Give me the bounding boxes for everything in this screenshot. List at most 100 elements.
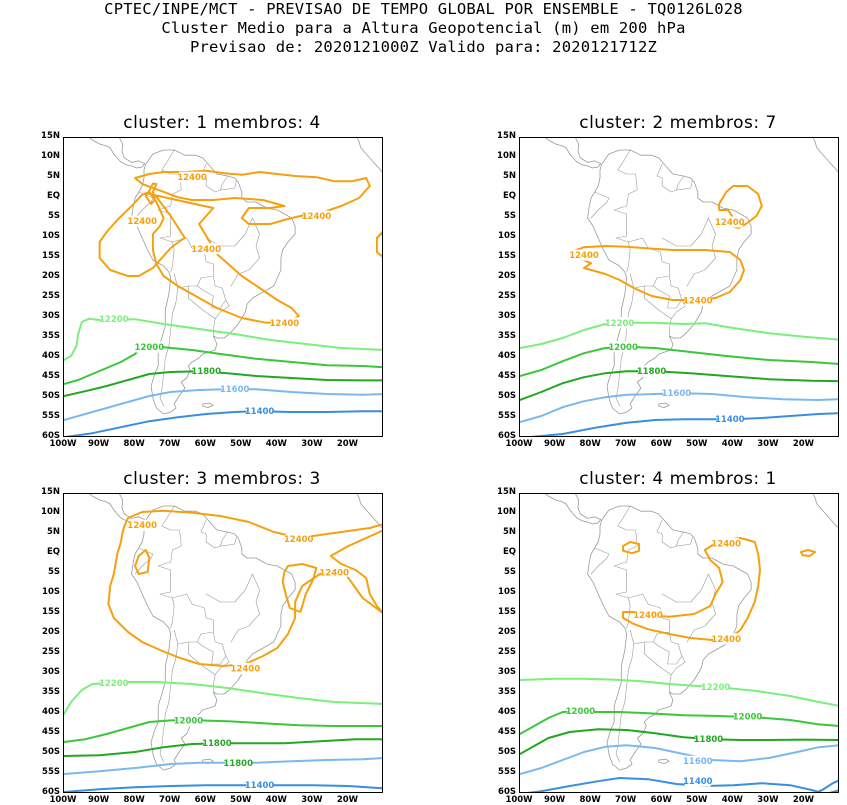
country-border [613,149,638,273]
contour-label-background [203,737,230,749]
contour-line-12400 [622,541,641,555]
map-svg: 12400 12400 12400 12200 12000 12000 11800 11600… [520,494,838,792]
lon-tick-label: 20W [336,439,359,449]
lat-tick-label: 5N [502,527,516,537]
panel-title: cluster: 2 membros: 7 [579,113,777,133]
contour-line-12400 [572,245,745,301]
contour-label-background [285,533,312,545]
country-border [656,519,693,549]
contour-label-background [225,757,252,769]
lat-tick-label: 15S [498,251,516,261]
country-border [661,573,709,603]
contour-label-background [684,775,711,787]
lat-tick-label: 25S [498,647,516,657]
lat-tick-label: EQ [502,547,516,557]
country-border [676,531,684,547]
header-line-2: Cluster Medio para a Altura Geopotencial… [161,19,686,37]
coastline-africa [812,494,838,529]
lon-tick-label: 40W [265,439,287,449]
contour-label: 12000 [608,343,638,353]
lon-tick-label: 90W [87,439,110,449]
coastline-island [658,758,670,764]
country-border [590,547,610,575]
coastline-south-america [587,505,752,771]
contour-line-12200 [64,681,382,715]
contour-label: 11600 [662,389,692,399]
contour-label-background [638,365,665,377]
contour-label: 11800 [191,367,221,377]
lat-tick-label: 50S [498,391,516,401]
lat-tick-label: 20S [498,627,516,637]
lat-tick-label: 30S [42,667,60,677]
contour-label: 12400 [683,296,713,306]
lon-tick-label: 70W [159,795,181,805]
lat-tick-label: 35S [42,331,60,341]
lon-tick-label: 90W [543,795,566,805]
contour-label-background [129,215,156,227]
lat-tick-label: 5N [502,171,516,181]
lat-tick-label: 55S [498,411,516,421]
lon-tick-label: 30W [301,439,323,449]
country-border [615,643,635,763]
contour-line-12400 [134,169,371,225]
panel-title: cluster: 4 membros: 1 [579,469,777,489]
lat-tick-label: 15S [498,607,516,617]
lon-tick-label: 80W [123,795,145,805]
lat-tick-label: 5S [47,211,60,221]
lon-tick-label: 80W [579,439,601,449]
lat-tick-label: 55S [42,767,60,777]
country-border [159,643,179,763]
country-border [157,149,182,273]
contour-label: 12400 [177,173,207,183]
country-border [628,237,670,289]
country-border [656,163,693,193]
contour-label: 12000 [135,343,165,353]
country-border [590,191,610,219]
contour-label: 11800 [637,367,667,377]
lat-tick-label: 10N [41,151,60,161]
lat-tick-label: 15S [42,607,60,617]
lat-tick-label: 45S [498,371,516,381]
lat-tick-label: 15S [42,251,60,261]
map-svg: 12400 12400 12400 12400 12400 12200 12000 11800… [64,138,382,436]
map-svg: 12400 12400 12400 12200 12000 11800 11600 11400 [520,138,838,436]
lon-tick-label: 70W [615,439,637,449]
map-frame: 12400 12400 12400 12400 12400 12200 12000 11800… [63,137,383,437]
lat-tick-label: 40S [498,707,516,717]
lat-tick-label: 30S [42,311,60,321]
coastline-island [202,402,214,408]
contour-label-background [271,317,298,329]
panel-title: cluster: 1 membros: 4 [123,113,321,133]
lat-tick-label: 5N [46,171,60,181]
contour-label: 12000 [733,712,763,722]
contour-label: 11800 [694,735,724,745]
contour-label-background [100,313,127,325]
lat-tick-label: 10N [497,151,516,161]
contour-label: 12000 [566,707,596,717]
lat-tick-label: 40S [498,351,516,361]
lat-tick-label: 5S [47,567,60,577]
contour-line-11800 [520,728,838,755]
lat-tick-label: 20S [42,627,60,637]
country-border [669,299,686,337]
contour-label: 11400 [715,415,745,425]
lon-tick-label: 90W [87,795,110,805]
contour-line-11400 [527,777,838,792]
contour-label-background [246,405,273,417]
contour-label: 12400 [569,251,599,261]
contour-label-background [684,755,711,767]
lat-tick-label: 60S [498,431,516,441]
lat-tick-label: 45S [42,371,60,381]
coastline-africa [812,138,838,173]
country-border [134,191,154,219]
country-border [230,573,260,643]
lon-tick-label: 90W [543,439,566,449]
contour-label-background [716,413,743,425]
contour-label: 12400 [231,664,261,674]
lat-tick-label: 50S [42,391,60,401]
contour-label: 12400 [127,217,157,227]
lon-tick-label: 100W [49,795,77,805]
country-border [188,641,216,676]
lat-tick-label: 55S [498,767,516,777]
lat-tick-label: 30S [498,667,516,677]
